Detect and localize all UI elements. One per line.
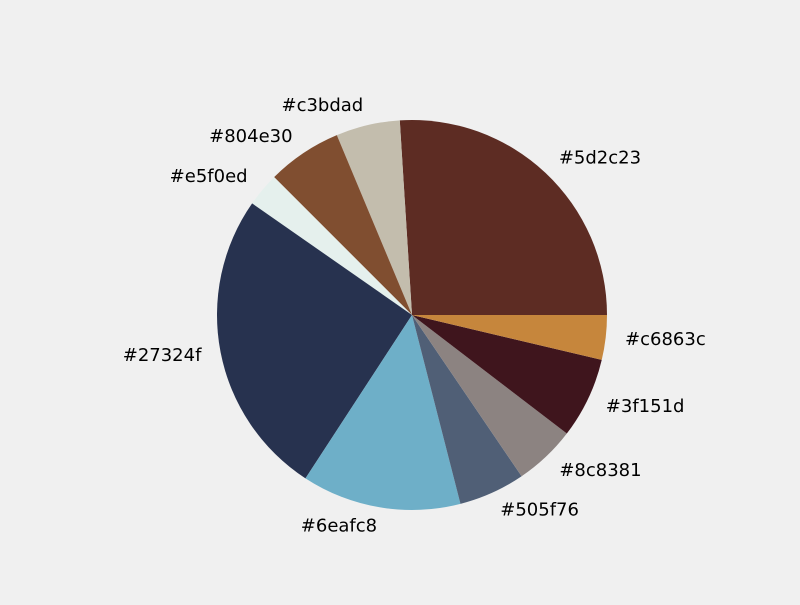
slice-label: #5d2c23 — [559, 148, 641, 169]
slice-label: #c3bdad — [281, 95, 363, 116]
pie-slice — [412, 315, 522, 504]
pie-slice — [412, 315, 602, 434]
slice-label: #c6863c — [625, 329, 706, 350]
pie-slice — [412, 315, 567, 477]
pie-slice — [399, 119, 608, 315]
slice-label: #804e30 — [209, 126, 292, 147]
pie-slice — [274, 135, 412, 315]
pie-labels: #5d2c23 #c3bdad #804e30 #e5f0ed #27324f #6eaf… — [123, 95, 706, 537]
slice-label: #27324f — [123, 345, 202, 366]
slice-label: #505f76 — [500, 500, 579, 521]
pie-slice — [305, 315, 461, 510]
pie-slice — [252, 177, 412, 315]
pie-slice — [412, 315, 607, 360]
slice-label: #6eafc8 — [301, 516, 377, 537]
slice-label: #e5f0ed — [170, 166, 248, 187]
pie-slice — [217, 203, 412, 479]
slice-label: #8c8381 — [559, 460, 641, 481]
pie-slices — [217, 119, 608, 510]
slice-label: #3f151d — [606, 396, 685, 417]
pie-slice — [336, 120, 412, 315]
